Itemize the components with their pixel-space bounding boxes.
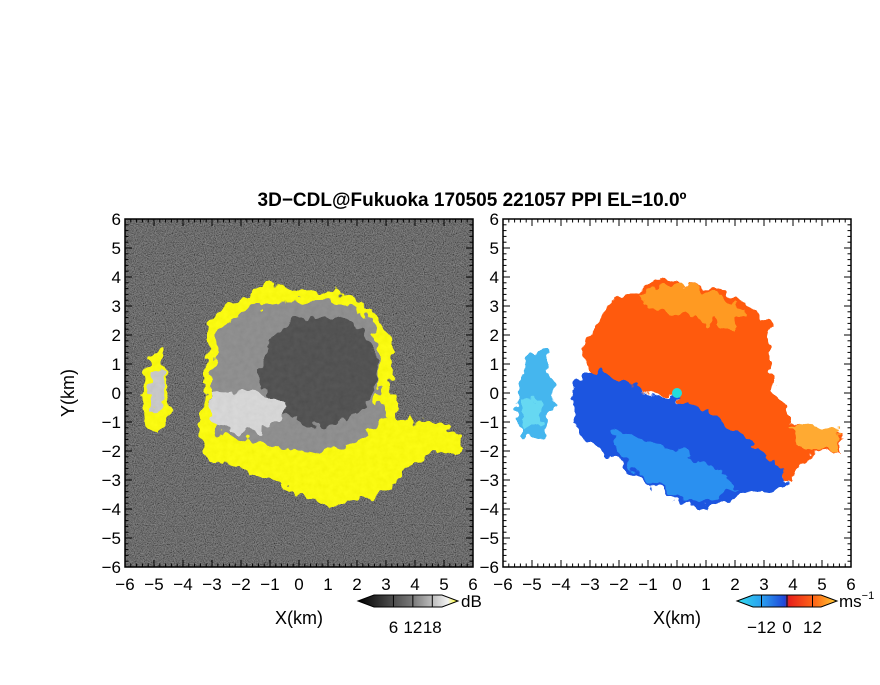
left-y-tick-label: −5: [102, 529, 121, 548]
snr-colorbar-unit: dB: [461, 592, 482, 611]
right-x-tick-label: −3: [580, 575, 599, 594]
velocity-colorbar-tick-label: 0: [782, 618, 791, 637]
left-x-tick-label: 5: [439, 575, 448, 594]
left-y-tick-label: 1: [112, 355, 121, 374]
left-x-axis-label: X(km): [275, 608, 323, 628]
left-y-tick-label: −1: [102, 413, 121, 432]
snr-colorbar-tick-label: 12: [403, 618, 422, 637]
velocity-field: [515, 278, 842, 510]
lidar-site-marker: [672, 388, 682, 398]
right-x-tick-label: 5: [817, 575, 826, 594]
y-axis-label: Y(km): [58, 369, 78, 417]
left-y-tick-label: 5: [112, 239, 121, 258]
velocity-colorbar-unit: ms−1: [839, 590, 874, 611]
left-x-tick-label: 4: [410, 575, 419, 594]
right-y-tick-label: 6: [490, 210, 499, 229]
right-y-tick-label: −5: [480, 529, 499, 548]
right-axes: −6 −5 −4 −3 −2 −1 0 1 2 3 4 5 6 6 5 4 3 2 1 0 −1 −2 −3 −4 −5 −6: [480, 210, 856, 594]
left-y-tick-label: −3: [102, 471, 121, 490]
right-x-tick-label: 0: [672, 575, 681, 594]
right-y-tick-label: −2: [480, 442, 499, 461]
right-x-tick-label: 2: [730, 575, 739, 594]
snr-colorbar-tick-label: 6: [389, 618, 398, 637]
left-x-tick-label: 3: [381, 575, 390, 594]
right-x-tick-label: −5: [522, 575, 541, 594]
right-y-tick-label: 3: [490, 297, 499, 316]
left-x-tick-label: −2: [231, 575, 250, 594]
figure-title: 3D−CDL@Fukuoka 170505 221057 PPI EL=10.0…: [258, 190, 687, 211]
left-y-tick-label: 2: [112, 326, 121, 345]
left-axes: −6 −5 −4 −3 −2 −1 0 1 2 3 4 5 6 6 5 4 3 2 1 0 −1 −2 −3 −4 −5 −6: [102, 210, 478, 594]
right-y-tick-label: 1: [490, 355, 499, 374]
right-y-tick-label: 2: [490, 326, 499, 345]
right-y-tick-label: 0: [490, 384, 499, 403]
snr-colorbar-tick-label: 18: [423, 618, 442, 637]
left-x-tick-label: −6: [115, 575, 134, 594]
left-x-tick-label: −4: [173, 575, 192, 594]
right-y-tick-label: −3: [480, 471, 499, 490]
left-x-tick-label: −1: [260, 575, 279, 594]
left-x-tick-label: 2: [352, 575, 361, 594]
right-y-tick-label: −4: [480, 500, 499, 519]
right-x-tick-label: 6: [846, 575, 855, 594]
right-x-tick-label: −4: [551, 575, 570, 594]
left-y-tick-label: 0: [112, 384, 121, 403]
left-y-tick-label: −6: [102, 558, 121, 577]
left-y-tick-label: 3: [112, 297, 121, 316]
right-x-tick-label: −1: [638, 575, 657, 594]
right-y-tick-label: −1: [480, 413, 499, 432]
right-y-tick-label: −6: [480, 558, 499, 577]
right-panel-plot: [503, 219, 851, 567]
right-x-tick-label: 3: [759, 575, 768, 594]
velocity-colorbar-tick-label: 12: [803, 618, 822, 637]
left-x-tick-label: −5: [144, 575, 163, 594]
left-y-tick-label: 4: [112, 268, 121, 287]
right-y-tick-label: 4: [490, 268, 499, 287]
left-y-tick-label: 6: [112, 210, 121, 229]
left-y-tick-label: −4: [102, 500, 121, 519]
left-y-tick-label: −2: [102, 442, 121, 461]
left-x-tick-label: 0: [294, 575, 303, 594]
right-x-tick-label: 4: [788, 575, 797, 594]
velocity-colorbar: −12 0 12 ms−1: [735, 590, 874, 637]
left-x-tick-label: 6: [468, 575, 477, 594]
left-x-tick-label: −3: [202, 575, 221, 594]
snr-colorbar: 6 12 18 dB: [356, 592, 482, 637]
right-x-axis-label: X(km): [653, 608, 701, 628]
velocity-colorbar-tick-label: −12: [747, 618, 776, 637]
left-panel-plot: [125, 219, 473, 567]
right-x-tick-label: −2: [609, 575, 628, 594]
left-x-tick-label: 1: [323, 575, 332, 594]
right-y-tick-label: 5: [490, 239, 499, 258]
right-x-tick-label: −6: [493, 575, 512, 594]
right-x-tick-label: 1: [701, 575, 710, 594]
